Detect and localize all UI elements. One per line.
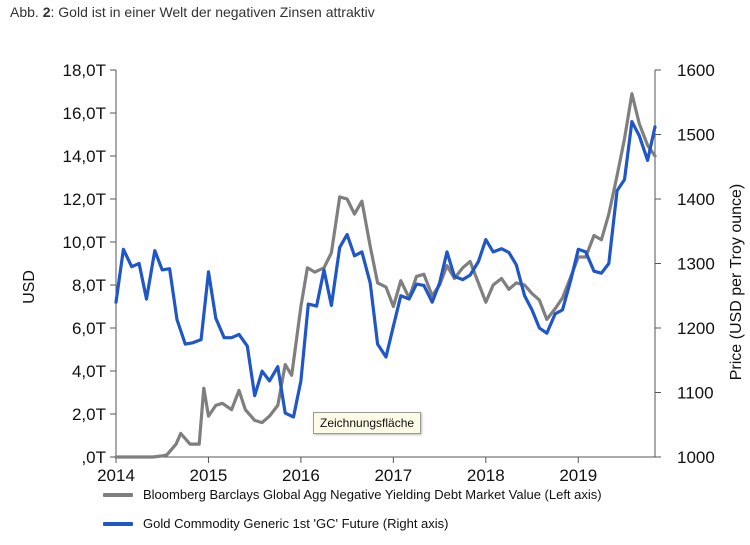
series-line-gold [114, 119, 657, 419]
right-tick-label: 1400 [677, 190, 715, 209]
left-tick-label: 8,0T [72, 276, 106, 295]
chart-axes: ,0T 2,0T 4,0T 6,0T 8,0T 10,0T 12,0T 14,0T 16,0T 1… [63, 61, 715, 485]
left-tick-label: ,0T [81, 448, 106, 467]
series-line-negative-yield [114, 92, 657, 459]
legend-item-negative-yield: Bloomberg Barclays Global Agg Negative Y… [103, 487, 602, 502]
x-tick-label: 2015 [190, 466, 228, 485]
x-tick-label: 2018 [467, 466, 505, 485]
chart-lines [114, 92, 657, 459]
left-tick-label: 10,0T [63, 233, 106, 252]
legend-swatch-blue [103, 521, 133, 526]
figure-caption: Abb. 2: Gold ist in einer Welt der negat… [10, 4, 375, 20]
left-axis-title: USD [21, 270, 38, 304]
legend-swatch-gray [103, 492, 133, 497]
plot-area-tooltip: Zeichnungsfläche [313, 412, 422, 434]
left-tick-label: 14,0T [63, 147, 106, 166]
caption-text: : Gold ist in einer Welt der negativen Z… [50, 4, 375, 20]
caption-prefix: Abb. [10, 4, 43, 20]
right-tick-label: 1300 [677, 255, 715, 274]
x-tick-label: 2016 [282, 466, 320, 485]
legend-label-gold: Gold Commodity Generic 1st 'GC' Future (… [143, 516, 449, 531]
right-tick-label: 1600 [677, 61, 715, 80]
left-tick-label: 16,0T [63, 104, 106, 123]
right-tick-label: 1000 [677, 448, 715, 467]
left-tick-label: 18,0T [63, 61, 106, 80]
x-tick-label: 2019 [559, 466, 597, 485]
right-tick-label: 1100 [677, 384, 714, 403]
left-tick-label: 12,0T [63, 190, 106, 209]
legend-label-negative-yield: Bloomberg Barclays Global Agg Negative Y… [143, 487, 602, 502]
x-tick-label: 2017 [374, 466, 412, 485]
right-axis-title: Price (USD per Troy ounce) [728, 184, 745, 381]
x-tick-label: 2014 [97, 466, 135, 485]
legend-item-gold: Gold Commodity Generic 1st 'GC' Future (… [103, 516, 449, 531]
left-tick-label: 2,0T [72, 405, 106, 424]
right-tick-label: 1200 [677, 319, 715, 338]
left-tick-label: 4,0T [72, 362, 106, 381]
right-tick-label: 1500 [677, 126, 715, 145]
caption-number: 2 [42, 4, 51, 20]
left-tick-label: 6,0T [72, 319, 106, 338]
